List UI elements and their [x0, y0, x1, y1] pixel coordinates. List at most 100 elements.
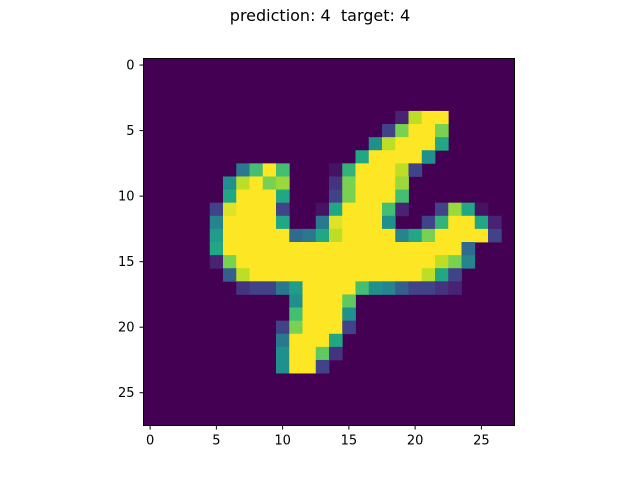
heatmap-cell [435, 137, 449, 151]
heatmap-cell [276, 163, 290, 177]
heatmap-cell [289, 242, 303, 256]
heatmap-cell [302, 281, 317, 295]
y-axis-ticks: 0 5 10 15 20 25 [118, 59, 144, 401]
heatmap-cell [315, 320, 330, 335]
heatmap-cell [262, 202, 277, 217]
heatmap-cell [289, 307, 303, 322]
heatmap-cell [276, 202, 290, 217]
heatmap-cell [395, 150, 409, 164]
heatmap-cell [342, 320, 356, 335]
heatmap-cell [209, 255, 224, 269]
heatmap-cell [236, 268, 250, 282]
heatmap-cell [302, 268, 317, 282]
heatmap-cell [209, 215, 224, 230]
heatmap-cell [262, 255, 277, 269]
heatmap-cell [262, 242, 277, 256]
heatmap-cell [289, 255, 303, 269]
heatmap-cell [382, 228, 396, 243]
heatmap-cell [461, 228, 476, 243]
heatmap-cell [329, 307, 343, 322]
heatmap-cell [342, 176, 356, 190]
heatmap-cell [236, 202, 250, 217]
heatmap-cell [355, 215, 370, 230]
heatmap-cell [355, 202, 370, 217]
heatmap-cell [355, 163, 370, 177]
heatmap-cell [276, 176, 290, 190]
heatmap-cell [249, 202, 264, 217]
heatmap-cell [302, 320, 317, 335]
heatmap-cell [355, 176, 370, 190]
heatmap-cell [342, 242, 356, 256]
heatmap-cell [236, 176, 250, 190]
heatmap-cell [249, 281, 264, 295]
heatmap-cell [329, 281, 343, 295]
heatmap-cell [329, 268, 343, 282]
heatmap-cell [262, 163, 277, 177]
heatmap-cell [382, 176, 396, 190]
heatmap-cell [408, 110, 423, 125]
heatmap-cell [236, 242, 250, 256]
heatmap-cell [368, 150, 383, 164]
heatmap-cell [368, 255, 383, 269]
heatmap-cell [209, 202, 224, 217]
heatmap-cell [395, 124, 409, 138]
heatmap-cell [382, 215, 396, 230]
heatmap-cell [262, 176, 277, 190]
heatmap-cell [421, 242, 436, 256]
heatmap-cell [474, 215, 489, 230]
heatmap-cell [408, 268, 423, 282]
heatmap-cell [395, 137, 409, 151]
heatmap-cell [368, 281, 383, 295]
x-tick-label: 0 [146, 434, 154, 449]
heatmap-cell [329, 333, 343, 348]
heatmap-cell [421, 215, 436, 230]
heatmap-cell [315, 294, 330, 308]
heatmap-cell [395, 228, 409, 243]
y-tick-label: 15 [118, 255, 135, 270]
heatmap-cell [435, 268, 449, 282]
heatmap-cell [209, 242, 224, 256]
heatmap-cell [342, 268, 356, 282]
heatmap-cell [368, 202, 383, 217]
heatmap-cell [408, 124, 423, 138]
heatmap-cell [223, 242, 237, 256]
heatmap-cell [223, 255, 237, 269]
heatmap-cell [461, 202, 476, 217]
heatmap-cell [223, 228, 237, 243]
heatmap-cell [289, 359, 303, 374]
heatmap-cell [302, 333, 317, 348]
heatmap-cell [408, 255, 423, 269]
heatmap-cell [329, 189, 343, 204]
y-tick-label: 25 [118, 386, 135, 401]
heatmap-cell [315, 268, 330, 282]
heatmap-cell [435, 242, 449, 256]
heatmap-cell [421, 281, 436, 295]
heatmap-cell [223, 268, 237, 282]
heatmap-cell [276, 359, 290, 374]
heatmap-cell [276, 320, 290, 335]
heatmap-cell [249, 242, 264, 256]
heatmap-cell [249, 176, 264, 190]
heatmap-cell [355, 189, 370, 204]
heatmap-cell [262, 281, 277, 295]
heatmap-cell [382, 255, 396, 269]
heatmap-cell [276, 268, 290, 282]
heatmap-cell [382, 189, 396, 204]
heatmap-cell [435, 228, 449, 243]
heatmap-cell [448, 255, 462, 269]
heatmap-cell [342, 281, 356, 295]
heatmap-cell [329, 255, 343, 269]
heatmap-cell [249, 163, 264, 177]
y-tick-label: 0 [126, 59, 134, 74]
heatmap-cell [382, 202, 396, 217]
heatmap-cell [276, 228, 290, 243]
heatmap-cell [342, 307, 356, 322]
figure-title: prediction: 4 target: 4 [229, 6, 411, 25]
x-tick-label: 10 [274, 434, 291, 449]
heatmap-cell [249, 268, 264, 282]
heatmap-cell [488, 228, 502, 243]
heatmap-cell [421, 137, 436, 151]
heatmap-cell [276, 189, 290, 204]
heatmap-cell [435, 255, 449, 269]
heatmap-cell [395, 255, 409, 269]
